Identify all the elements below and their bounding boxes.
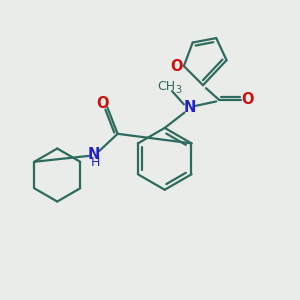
Text: 3: 3 xyxy=(175,85,181,94)
Text: N: N xyxy=(88,147,100,162)
Text: H: H xyxy=(91,156,100,169)
Text: O: O xyxy=(242,92,254,107)
Text: N: N xyxy=(184,100,196,115)
Text: O: O xyxy=(170,58,183,74)
Text: CH: CH xyxy=(157,80,175,93)
Text: O: O xyxy=(97,96,109,111)
